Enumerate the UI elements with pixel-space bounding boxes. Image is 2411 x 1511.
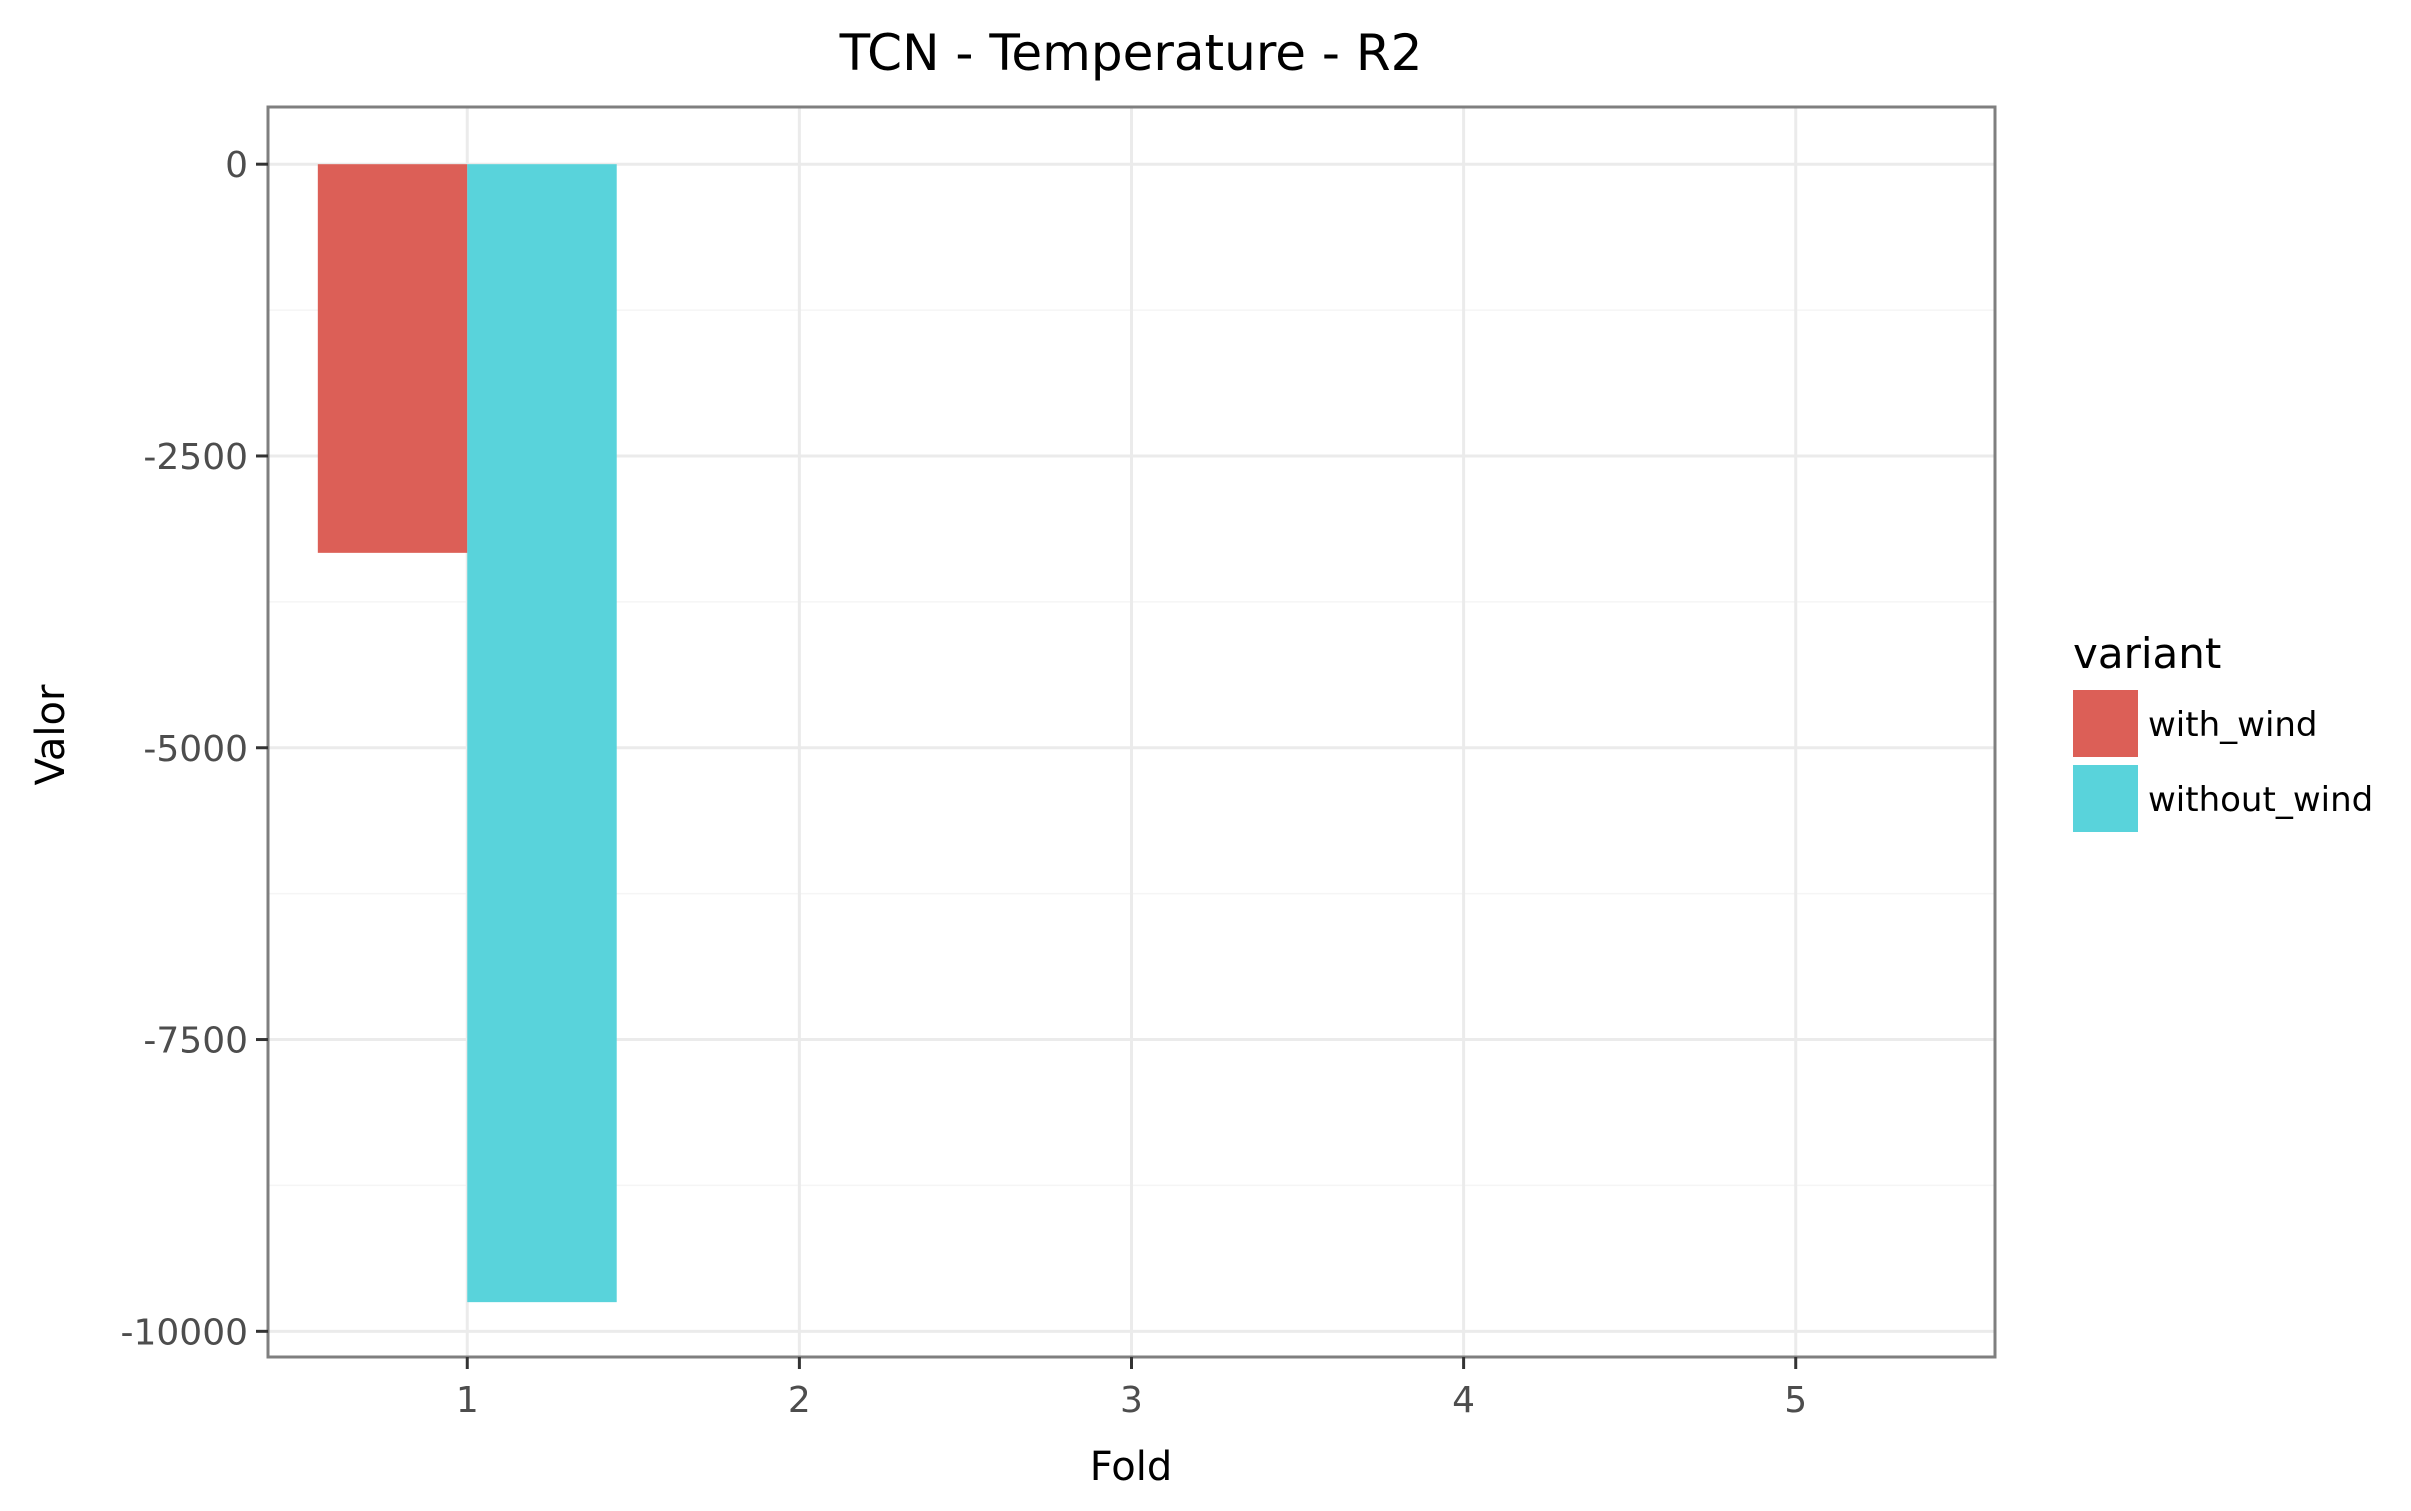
legend-title: variant [2073,629,2221,678]
y-tick-label: -2500 [143,437,248,478]
plot-panel [266,105,1997,1359]
x-tick-label: 5 [1784,1380,1807,1421]
x-axis-title: Fold [1090,1444,1173,1490]
legend-items: with_wind without_wind [2073,690,2373,832]
x-tick-label: 2 [788,1380,811,1421]
y-tick-label: -10000 [120,1312,248,1353]
legend-swatch [2073,690,2138,757]
y-tick-label: -7500 [143,1021,248,1062]
y-axis: 0 -2500 -5000 -7500 -10000 [120,145,268,1353]
bar-with_wind [317,164,468,553]
legend: variant with_wind without_wind [2073,629,2373,832]
x-tick-label: 3 [1120,1380,1143,1421]
x-tick-label: 4 [1452,1380,1475,1421]
legend-label: without_wind [2148,780,2373,820]
y-tick-label: 0 [225,145,248,186]
x-tick-label: 1 [456,1380,479,1421]
y-tick-label: -5000 [143,729,248,770]
legend-swatch [2073,765,2138,832]
y-axis-title: Valor [28,684,74,785]
chart-title: TCN - Temperature - R2 [839,24,1423,82]
x-axis: 1 2 3 4 5 [456,1357,1807,1421]
bar-without_wind [467,164,617,1303]
bars [317,164,617,1303]
legend-label: with_wind [2148,705,2318,745]
